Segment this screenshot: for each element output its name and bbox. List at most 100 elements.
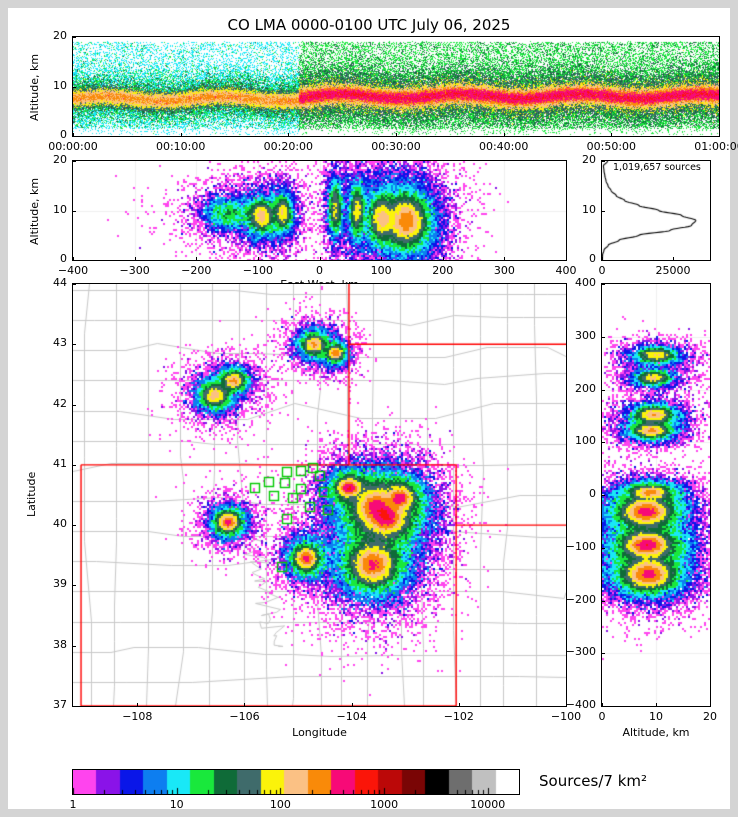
axis-tick-label: 0 [60, 128, 67, 141]
axis-tick-mark [137, 703, 139, 707]
axis-tick-label: 40 [53, 517, 67, 531]
axis-tick-mark [72, 525, 76, 527]
axis-tick-mark [72, 344, 76, 346]
altitude-histogram-panel [601, 160, 711, 261]
east-west-height-panel [72, 160, 567, 261]
axis-tick-mark [504, 257, 506, 261]
axis-tick-mark [601, 161, 605, 162]
axis-tick-mark [656, 703, 657, 707]
axis-tick-mark [611, 133, 613, 137]
axis-tick-label: 39 [53, 577, 67, 591]
time-height-panel [72, 36, 720, 137]
axis-tick-mark [72, 585, 76, 587]
axis-tick-mark [72, 136, 76, 137]
figure-canvas: CO LMA 0000-0100 UTC July 06, 2025 Altit… [8, 8, 738, 811]
axis-tick-mark [319, 257, 321, 261]
axis-tick-mark [351, 703, 353, 707]
axis-tick-label: 20 [53, 153, 67, 166]
axis-tick-mark [503, 133, 505, 137]
axis-tick-mark [601, 389, 605, 391]
axis-tick-mark [381, 257, 383, 261]
map-ylabel: Latitude [25, 471, 38, 517]
axis-tick-label: −100 [565, 539, 596, 553]
axis-tick-mark [673, 257, 675, 261]
axis-tick-mark [72, 404, 76, 406]
axis-tick-label: 25000 [655, 264, 691, 277]
axis-tick-label: 200 [575, 381, 596, 395]
axis-tick-mark [72, 161, 76, 162]
axis-tick-mark [601, 600, 605, 602]
axis-tick-label: 0 [598, 710, 606, 723]
axis-tick-label: 10 [53, 202, 67, 216]
axis-tick-label: −104 [336, 710, 367, 723]
colorbar-tick-label: 1 [69, 798, 77, 811]
source-count-label: 1,019,657 sources [613, 162, 701, 173]
axis-tick-label: 400 [575, 276, 596, 289]
axis-tick-label: 41 [53, 456, 67, 470]
axis-tick-mark [710, 703, 711, 707]
north-south-xlabel: Altitude, km [622, 726, 690, 739]
axis-tick-mark [72, 464, 76, 466]
axis-tick-label: 400 [555, 264, 577, 277]
axis-tick-label: 43 [53, 336, 67, 350]
axis-tick-mark [601, 336, 605, 338]
axis-tick-label: 10 [582, 202, 596, 216]
axis-tick-mark [719, 133, 720, 137]
axis-tick-mark [72, 645, 76, 647]
axis-tick-mark [196, 257, 198, 261]
axis-tick-label: 20 [582, 153, 596, 166]
axis-tick-mark [601, 547, 605, 549]
axis-tick-mark [73, 133, 74, 137]
axis-tick-label: −300 [565, 645, 596, 659]
axis-tick-label: 0 [60, 252, 67, 265]
axis-tick-label: −400 [565, 698, 596, 711]
north-south-height-panel [601, 283, 711, 707]
axis-tick-mark [601, 260, 605, 261]
axis-tick-label: 00:10:00 [155, 140, 206, 153]
axis-tick-mark [601, 706, 605, 707]
axis-tick-mark [72, 210, 76, 212]
colorbar-label: Sources/7 km² [539, 772, 648, 790]
axis-tick-label: 10 [649, 710, 663, 723]
axis-tick-mark [396, 133, 397, 137]
colorbar-tick-label: 10 [169, 798, 184, 811]
figure-title: CO LMA 0000-0100 UTC July 06, 2025 [227, 16, 511, 34]
axis-tick-label: −106 [229, 710, 260, 723]
axis-tick-mark [72, 37, 76, 38]
axis-tick-label: −100 [242, 264, 273, 277]
axis-tick-label: −300 [119, 264, 150, 277]
axis-tick-label: 37 [53, 698, 67, 711]
axis-tick-mark [602, 257, 603, 261]
axis-tick-label: 100 [370, 264, 392, 277]
axis-tick-label: −200 [181, 264, 212, 277]
axis-tick-label: 42 [53, 396, 67, 410]
axis-tick-label: 00:30:00 [371, 140, 421, 153]
axis-tick-mark [601, 210, 605, 212]
axis-tick-mark [458, 703, 460, 707]
colorbar [72, 769, 520, 795]
axis-tick-mark [602, 703, 603, 707]
east-west-ylabel: Altitude, km [28, 177, 41, 245]
axis-tick-label: −400 [57, 264, 89, 277]
axis-tick-label: 0 [589, 252, 596, 265]
axis-tick-mark [72, 260, 76, 261]
axis-tick-label: 0 [589, 487, 596, 500]
axis-tick-label: 00:40:00 [478, 140, 529, 153]
axis-tick-label: 0 [316, 264, 323, 277]
axis-tick-mark [288, 133, 290, 137]
colorbar-tick-label: 10000 [470, 798, 506, 811]
lat-lon-map-panel [72, 283, 567, 707]
axis-tick-label: 00:20:00 [263, 140, 314, 153]
axis-tick-label: 00:50:00 [586, 140, 637, 153]
axis-tick-label: −100 [550, 710, 582, 723]
axis-tick-mark [601, 284, 605, 285]
map-xlabel: Longitude [292, 726, 347, 739]
axis-tick-label: 0 [598, 264, 606, 277]
axis-tick-mark [566, 703, 567, 707]
axis-tick-label: 44 [53, 276, 67, 289]
axis-tick-mark [73, 257, 74, 261]
axis-tick-mark [180, 133, 182, 137]
colorbar-tick-label: 100 [269, 798, 291, 811]
axis-tick-mark [442, 257, 444, 261]
axis-tick-label: 20 [703, 710, 717, 723]
